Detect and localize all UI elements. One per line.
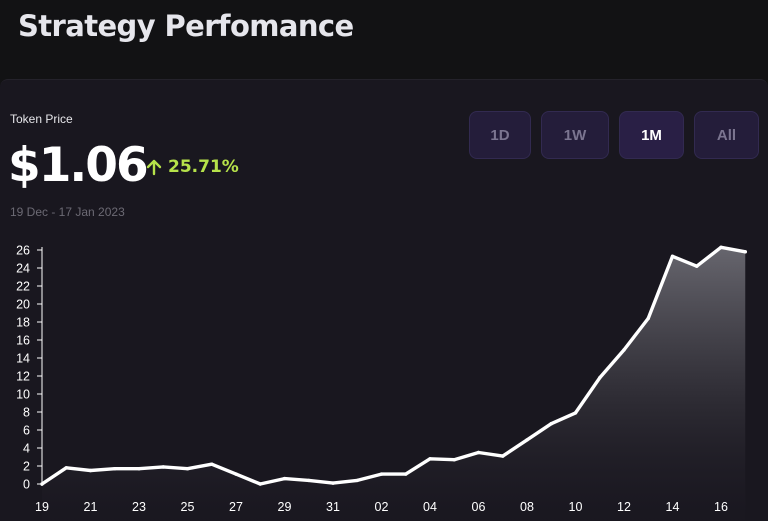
price-point: [549, 422, 553, 426]
y-tick-label: 10: [16, 388, 30, 402]
range-button-all[interactable]: All: [694, 111, 759, 159]
price-change-percent: 25.71%: [168, 157, 239, 177]
page-title: Strategy Perfomance: [18, 9, 354, 43]
y-tick-label: 8: [23, 406, 30, 420]
price-point: [88, 468, 93, 473]
x-tick-label: 04: [423, 500, 437, 514]
price-point: [137, 467, 141, 471]
price-point: [452, 458, 456, 462]
x-tick-label: 16: [714, 500, 728, 514]
price-change: 25.71%: [146, 157, 239, 177]
price-point: [161, 465, 165, 469]
x-tick-label: 14: [666, 500, 680, 514]
price-point: [525, 438, 529, 442]
price-point: [379, 472, 384, 476]
price-point: [258, 482, 262, 486]
performance-card: Token Price $1.06 25.71% 19 Dec - 17 Jan…: [0, 79, 768, 521]
x-tick-label: 08: [520, 500, 534, 514]
price-point: [355, 478, 359, 483]
y-tick-label: 18: [16, 316, 30, 330]
price-point: [331, 481, 335, 485]
y-tick-label: 14: [16, 352, 30, 366]
x-tick-label: 12: [617, 500, 631, 514]
x-tick-label: 31: [326, 500, 340, 514]
y-tick-label: 0: [23, 478, 30, 492]
y-tick-label: 2: [23, 460, 30, 474]
price-point: [40, 482, 44, 486]
range-button-1w[interactable]: 1W: [541, 111, 609, 159]
price-point: [743, 250, 747, 254]
x-tick-label: 29: [278, 500, 292, 514]
price-point: [622, 348, 626, 352]
price-point: [695, 264, 699, 268]
x-tick-label: 21: [84, 500, 98, 514]
token-price-label: Token Price: [10, 112, 73, 126]
y-tick-label: 24: [16, 262, 30, 276]
price-point: [719, 245, 723, 249]
x-tick-label: 02: [375, 500, 389, 514]
range-button-1d[interactable]: 1D: [469, 111, 531, 159]
price-point: [185, 467, 190, 471]
price-point: [307, 478, 311, 483]
y-tick-label: 20: [16, 298, 30, 312]
price-point: [428, 457, 432, 461]
price-line: [40, 245, 747, 486]
y-tick-label: 26: [16, 244, 30, 258]
date-range: 19 Dec - 17 Jan 2023: [10, 205, 125, 219]
x-tick-label: 19: [35, 500, 49, 514]
price-point: [476, 450, 481, 455]
price-point: [234, 472, 238, 476]
x-tick-label: 27: [229, 500, 243, 514]
price-point: [598, 376, 602, 380]
x-tick-label: 10: [569, 500, 583, 514]
price-area-fill: [42, 247, 746, 520]
y-tick-label: 12: [16, 370, 30, 384]
x-tick-label: 25: [181, 500, 195, 514]
price-point: [282, 476, 287, 481]
y-tick-label: 22: [16, 280, 30, 294]
y-tick-label: 16: [16, 334, 30, 348]
y-tick-label: 6: [23, 424, 30, 438]
x-tick-label: 23: [132, 500, 146, 514]
arrow-up-icon: [146, 159, 162, 175]
price-point: [113, 467, 117, 471]
range-button-1m[interactable]: 1M: [619, 111, 684, 159]
token-price-value: $1.06: [8, 138, 149, 193]
x-tick-label: 06: [472, 500, 486, 514]
price-point: [573, 411, 578, 415]
price-point: [501, 454, 505, 458]
y-tick-label: 4: [23, 442, 30, 456]
price-point: [670, 254, 675, 258]
price-point: [404, 472, 408, 476]
price-point: [64, 466, 68, 470]
price-point: [210, 462, 214, 466]
price-point: [646, 316, 650, 321]
